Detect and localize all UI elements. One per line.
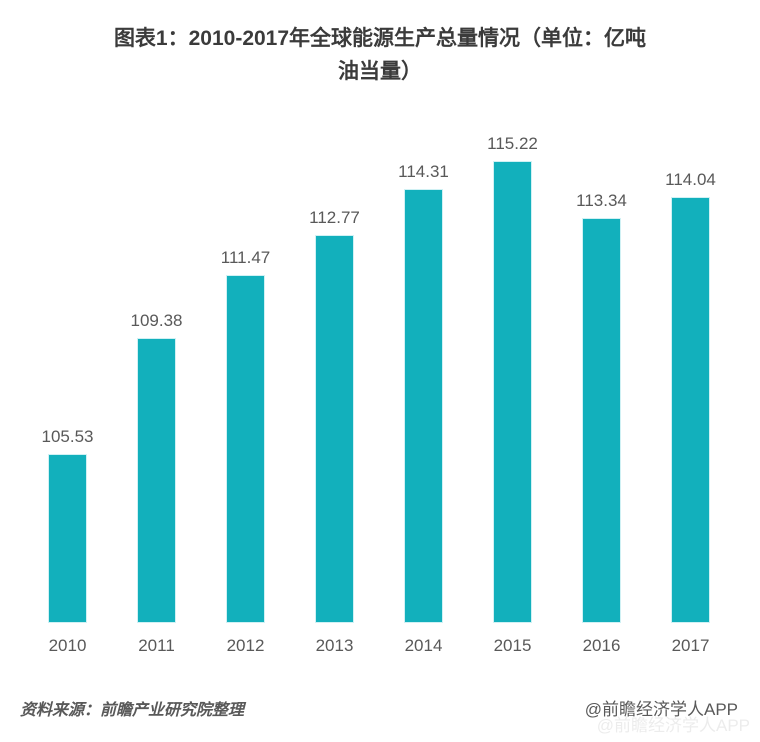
x-axis-tick-label: 2010: [48, 636, 87, 655]
bar-value-label: 112.77: [309, 208, 360, 228]
bar-value-label: 113.34: [576, 191, 627, 211]
source-note: 资料来源：前瞻产业研究院整理: [20, 702, 245, 719]
bar-group: 105.53 2010: [23, 427, 112, 657]
x-axis-tick-label: 2015: [493, 636, 532, 655]
bar-group: 113.34 2016: [557, 191, 646, 657]
bar: [49, 455, 86, 622]
bar-group: 112.77 2013: [290, 208, 379, 657]
bar-group: 111.47 2012: [201, 248, 290, 657]
bar: [227, 275, 264, 622]
bar-value-label: 115.22: [487, 134, 538, 154]
x-axis-tick-label: 2017: [671, 636, 710, 655]
credit-note: @前瞻经济学人APP: [584, 700, 738, 719]
bar-group: 114.31 2014: [379, 162, 468, 657]
bar-value-label: 109.38: [130, 310, 183, 330]
x-axis-tick-label: 2011: [138, 636, 175, 655]
x-axis-tick-label: 2013: [315, 636, 354, 655]
bar-value-label: 105.53: [41, 427, 94, 446]
bar: [405, 189, 442, 622]
bar: [316, 236, 353, 622]
bar-value-label: 114.04: [665, 170, 716, 189]
footer: 资料来源：前瞻产业研究院整理 @前瞻经济学人APP: [0, 657, 760, 720]
bar: [672, 198, 709, 622]
x-axis-tick-label: 2012: [226, 636, 265, 655]
bar-value-label: 111.47: [220, 247, 271, 267]
bar-group: 115.22 2015: [468, 134, 557, 657]
bar-group: 109.38 2011: [112, 311, 201, 657]
chart-title-line2: 油当量）: [338, 60, 422, 83]
chart-title: 图表1：2010-2017年全球能源生产总量情况（单位：亿吨 油当量）: [0, 0, 760, 88]
x-axis-tick-label: 2016: [582, 636, 621, 655]
bar: [583, 219, 620, 622]
bar-group: 114.04 2017: [646, 170, 735, 657]
x-axis-tick-label: 2014: [404, 636, 443, 655]
chart-title-line1: 图表1：2010-2017年全球能源生产总量情况（单位：亿吨: [113, 27, 647, 50]
bar-chart-plot-area: 105.53 2010 109.38 2011 111.47 2012 112.77 2013…: [0, 88, 760, 657]
bar-value-label: 114.31: [398, 161, 449, 181]
bar: [138, 338, 175, 622]
bar: [494, 162, 531, 622]
